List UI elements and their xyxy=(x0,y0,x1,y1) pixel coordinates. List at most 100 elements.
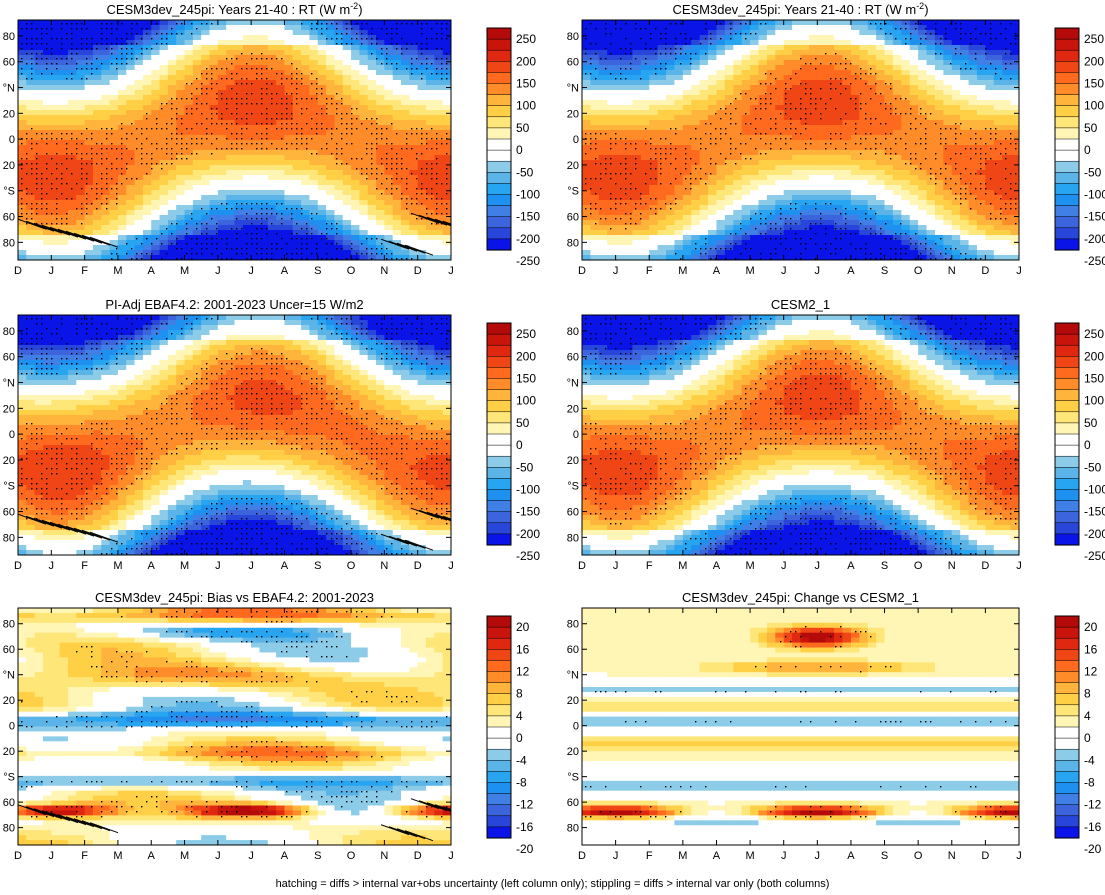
stipple-dot xyxy=(121,168,123,170)
stipple-dot xyxy=(431,193,433,195)
stipple-dot xyxy=(206,118,208,120)
heatmap-cell xyxy=(301,110,311,116)
heatmap-cell xyxy=(640,195,650,201)
heatmap-cell xyxy=(384,210,394,216)
heatmap-cell xyxy=(84,245,94,251)
heatmap-cell xyxy=(226,175,236,181)
heatmap-cell xyxy=(376,60,385,66)
heatmap-cell xyxy=(67,130,77,136)
heatmap-cell xyxy=(26,70,36,76)
heatmap-cell xyxy=(384,60,394,66)
heatmap-cell xyxy=(142,145,152,151)
heatmap-cell xyxy=(649,125,659,131)
heatmap-cell xyxy=(699,255,709,260)
stipple-dot xyxy=(161,233,163,235)
heatmap-cell xyxy=(292,225,302,231)
stipple-dot xyxy=(41,173,43,175)
heatmap-cell xyxy=(334,70,344,76)
heatmap-cell xyxy=(401,105,410,111)
stipple-dot xyxy=(91,138,93,140)
heatmap-cell xyxy=(276,130,286,136)
heatmap-cell xyxy=(259,230,269,236)
heatmap-cell xyxy=(598,85,608,91)
heatmap-cell xyxy=(342,150,352,156)
heatmap-cell xyxy=(134,255,144,260)
heatmap-cell xyxy=(624,220,634,226)
heatmap-cell xyxy=(276,35,286,41)
heatmap-cell xyxy=(284,165,294,171)
stipple-dot xyxy=(96,143,98,145)
heatmap-cell xyxy=(34,40,44,46)
heatmap-cell xyxy=(142,65,152,71)
heatmap-cell xyxy=(76,90,86,96)
heatmap-cell xyxy=(741,70,751,76)
heatmap-cell xyxy=(376,70,385,76)
stipple-dot xyxy=(391,63,393,65)
heatmap-cell xyxy=(699,50,709,56)
heatmap-cell xyxy=(384,70,394,76)
heatmap-cell xyxy=(18,145,27,151)
heatmap-cell xyxy=(426,145,435,151)
heatmap-cell xyxy=(101,130,111,136)
heatmap-cell xyxy=(242,95,252,101)
heatmap-cell xyxy=(409,255,419,260)
heatmap-cell xyxy=(76,255,86,260)
stipple-dot xyxy=(281,83,283,85)
heatmap-cell xyxy=(708,85,718,91)
heatmap-cell xyxy=(417,95,427,101)
stipple-dot xyxy=(91,38,93,40)
heatmap-cell xyxy=(126,205,136,211)
stipple-dot xyxy=(236,148,238,150)
stipple-dot xyxy=(321,23,323,25)
heatmap-cell xyxy=(267,255,277,260)
heatmap-cell xyxy=(724,255,734,260)
stipple-dot xyxy=(41,198,43,200)
heatmap-cell xyxy=(359,80,369,86)
heatmap-cell xyxy=(192,140,202,146)
heatmap-cell xyxy=(442,20,451,26)
stipple-dot xyxy=(391,178,393,180)
heatmap-cell xyxy=(392,50,402,56)
stipple-dot xyxy=(276,113,278,115)
heatmap-cell xyxy=(733,210,743,216)
stipple-dot xyxy=(166,163,168,165)
heatmap-cell xyxy=(674,70,684,76)
heatmap-cell xyxy=(234,75,244,81)
colorbar-swatch xyxy=(486,138,512,151)
heatmap-cell xyxy=(217,85,227,91)
stipple-dot xyxy=(111,23,113,25)
heatmap-cell xyxy=(624,45,634,51)
heatmap-cell xyxy=(26,115,36,121)
heatmap-cell xyxy=(682,70,692,76)
stipple-dot xyxy=(216,113,218,115)
heatmap-cell xyxy=(309,25,319,31)
stipple-dot xyxy=(251,68,253,70)
heatmap-cell xyxy=(401,40,410,46)
heatmap-cell xyxy=(34,225,44,231)
stipple-dot xyxy=(401,193,403,195)
stipple-dot xyxy=(391,253,393,255)
heatmap-cell xyxy=(176,20,186,26)
heatmap-cell xyxy=(317,75,327,81)
stipple-dot xyxy=(406,68,408,70)
stipple-dot xyxy=(316,113,318,115)
stipple-dot xyxy=(211,218,213,220)
heatmap-cell xyxy=(51,190,61,196)
heatmap-cell xyxy=(259,90,269,96)
heatmap-cell xyxy=(334,245,344,251)
heatmap-cell xyxy=(26,75,36,81)
heatmap-cell xyxy=(640,140,650,146)
heatmap-cell xyxy=(666,90,676,96)
heatmap-cell xyxy=(67,55,77,61)
heatmap-cell xyxy=(708,120,718,126)
heatmap-cell xyxy=(117,185,127,191)
heatmap-cell xyxy=(607,95,617,101)
stipple-dot xyxy=(416,193,418,195)
heatmap-cell xyxy=(134,135,144,141)
stipple-dot xyxy=(421,143,423,145)
heatmap-cell xyxy=(242,25,252,31)
heatmap-cell xyxy=(84,110,94,116)
heatmap-cell xyxy=(151,60,161,66)
heatmap-cell xyxy=(176,75,186,81)
heatmap-cell xyxy=(649,70,659,76)
